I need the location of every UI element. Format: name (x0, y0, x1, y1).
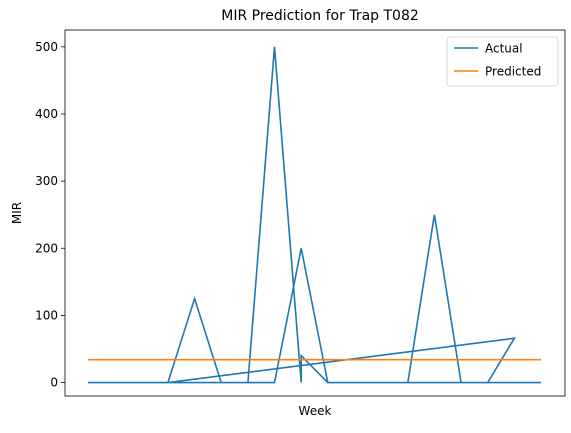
x-axis-label: Week (299, 404, 332, 418)
legend-label-predicted: Predicted (485, 65, 541, 79)
plot-frame (64, 29, 566, 397)
y-tick-label: 200 (35, 241, 58, 255)
y-tick-label: 300 (35, 174, 58, 188)
y-tick-label: 0 (50, 376, 58, 390)
series-line-actual (88, 46, 541, 384)
y-tick-label: 100 (35, 308, 58, 322)
chart-title: MIR Prediction for Trap T082 (221, 8, 419, 24)
legend: Actual Predicted (446, 36, 559, 87)
y-axis: 0 100 200 300 400 500 (35, 40, 65, 390)
legend-box (446, 36, 559, 87)
y-axis-label: MIR (10, 202, 24, 224)
y-tick-label: 500 (35, 40, 58, 54)
y-tick-label: 400 (35, 107, 58, 121)
plot-lines (88, 46, 541, 384)
legend-label-actual: Actual (485, 42, 523, 56)
